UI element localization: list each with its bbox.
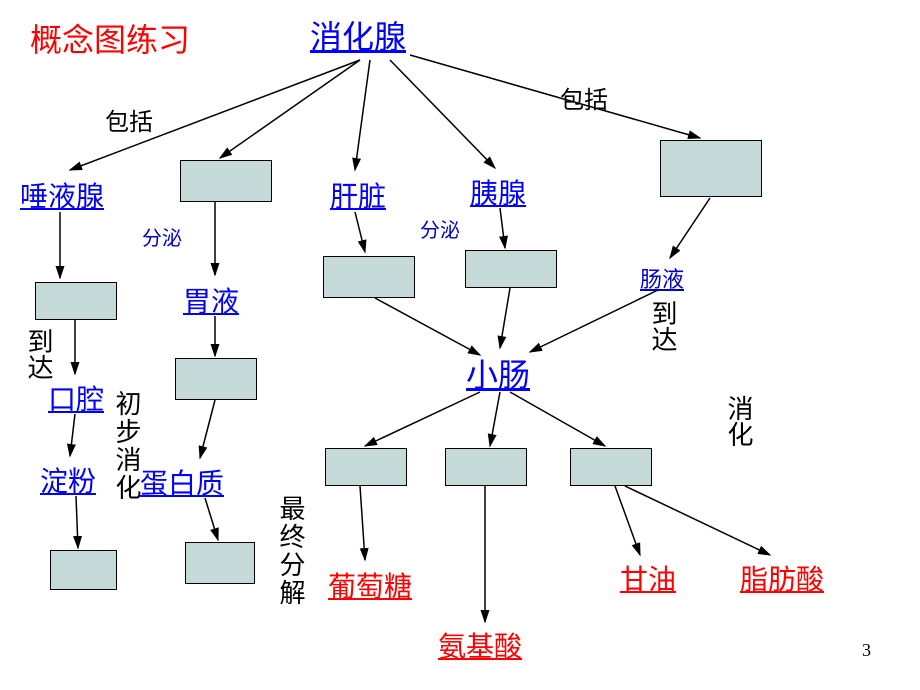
box-empty-9 <box>570 448 652 486</box>
box-empty-4 <box>323 256 415 298</box>
node-starch: 淀粉 <box>40 460 96 500</box>
label-secrete-left: 分泌 <box>142 222 182 251</box>
node-fatty-acid: 脂肪酸 <box>740 558 824 598</box>
box-empty-6 <box>175 358 257 400</box>
label-include-left: 包括 <box>105 102 153 137</box>
label-reach-right: 到达 <box>644 300 681 352</box>
box-empty-3 <box>35 282 117 320</box>
node-pancreas: 胰腺 <box>470 172 526 212</box>
label-digest: 消化 <box>720 395 757 447</box>
box-empty-5 <box>465 250 557 288</box>
page-number: 3 <box>862 640 871 661</box>
box-empty-2 <box>660 140 762 197</box>
node-small-intestine: 小肠 <box>466 350 530 396</box>
root-node: 消化腺 <box>310 12 406 58</box>
node-glycerol: 甘油 <box>620 558 676 598</box>
diagram-canvas: 概念图练习 消化腺 包括 包括 唾液腺 肝脏 胰腺 分泌 分泌 胃液 肠液 到达… <box>0 0 920 690</box>
node-liver: 肝脏 <box>330 175 386 215</box>
node-glucose: 葡萄糖 <box>328 565 412 605</box>
box-empty-1 <box>180 160 272 202</box>
box-empty-7 <box>325 448 407 486</box>
node-mouth: 口腔 <box>48 378 104 418</box>
label-final-decomp: 最终分解 <box>272 495 309 607</box>
title: 概念图练习 <box>30 15 190 61</box>
label-include-right: 包括 <box>560 80 608 115</box>
label-secrete-right: 分泌 <box>420 214 460 243</box>
label-reach-left: 到达 <box>20 328 57 380</box>
node-intestinal-juice: 肠液 <box>640 262 684 294</box>
box-empty-10 <box>50 550 117 590</box>
box-empty-11 <box>185 542 255 584</box>
node-protein: 蛋白质 <box>140 462 224 502</box>
node-salivary-gland: 唾液腺 <box>20 175 104 215</box>
box-empty-8 <box>445 448 527 486</box>
node-amino-acid: 氨基酸 <box>438 625 522 665</box>
node-gastric-juice: 胃液 <box>183 280 239 320</box>
